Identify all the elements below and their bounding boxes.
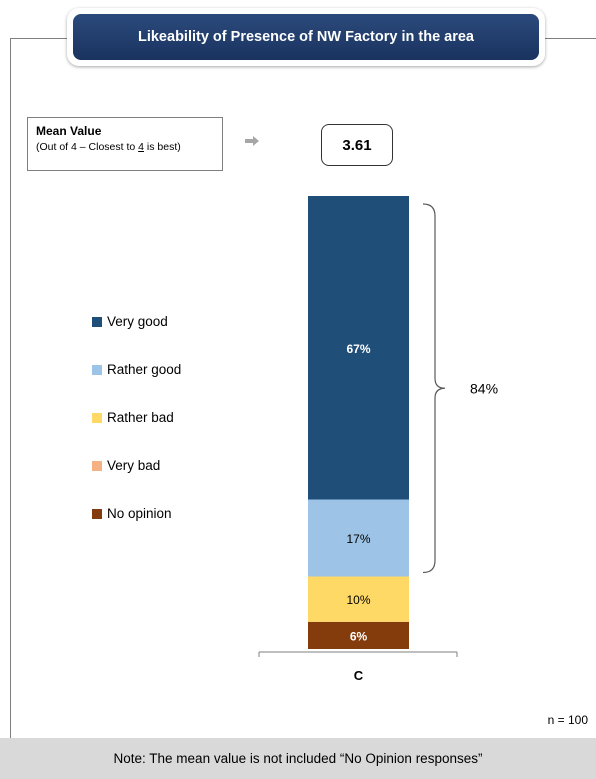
x-tick-label: C (354, 668, 364, 683)
legend-item: Very good (92, 314, 168, 329)
bar-segment-rather-bad (308, 576, 409, 622)
bracket-total-label: 84% (470, 380, 498, 396)
footer-note: Note: The mean value is not included “No… (0, 738, 596, 779)
mean-value-description: Mean Value (Out of 4 – Closest to 4 is b… (27, 117, 223, 171)
legend-label: No opinion (107, 506, 172, 521)
legend-swatch (92, 412, 102, 423)
legend-item: Rather bad (92, 410, 174, 425)
frame-line-top-right (545, 38, 596, 39)
legend-label: Very bad (107, 458, 161, 473)
title-banner: Likeability of Presence of NW Factory in… (67, 8, 545, 66)
legend-swatch (92, 316, 102, 327)
mean-value-scale-note: (Out of 4 – Closest to 4 is best) (36, 141, 214, 153)
mean-value: 3.61 (321, 124, 393, 166)
scale-note-best-value: 4 (138, 141, 144, 153)
bar-segment-very-good (308, 196, 409, 500)
data-label-rather-good: 17% (346, 532, 370, 546)
data-label-very-good: 67% (346, 342, 370, 356)
bar-segment-no-opinion (308, 621, 409, 649)
legend-label: Rather bad (107, 410, 174, 425)
right-arrow-icon (245, 136, 259, 146)
data-label-no-opinion: 6% (350, 629, 368, 643)
legend-swatch (92, 364, 102, 375)
right-brace-icon (422, 203, 446, 574)
scale-note-prefix: (Out of 4 – Closest to (36, 141, 139, 153)
legend-item: Very bad (92, 458, 160, 473)
frame-line-left (10, 38, 11, 738)
data-label-rather-bad: 10% (346, 593, 370, 607)
chart-title: Likeability of Presence of NW Factory in… (73, 14, 539, 60)
sample-size: n = 100 (547, 713, 588, 727)
bar-segment-rather-good (308, 499, 409, 577)
mean-value-heading: Mean Value (36, 124, 102, 138)
legend-item: Rather good (92, 362, 181, 377)
legend-label: Rather good (107, 362, 182, 377)
frame-line-top-left (10, 38, 70, 39)
legend-label: Very good (107, 314, 168, 329)
legend-swatch (92, 460, 102, 471)
legend-swatch (92, 508, 102, 519)
scale-note-suffix: is best) (143, 141, 181, 153)
legend-item: No opinion (92, 506, 172, 521)
